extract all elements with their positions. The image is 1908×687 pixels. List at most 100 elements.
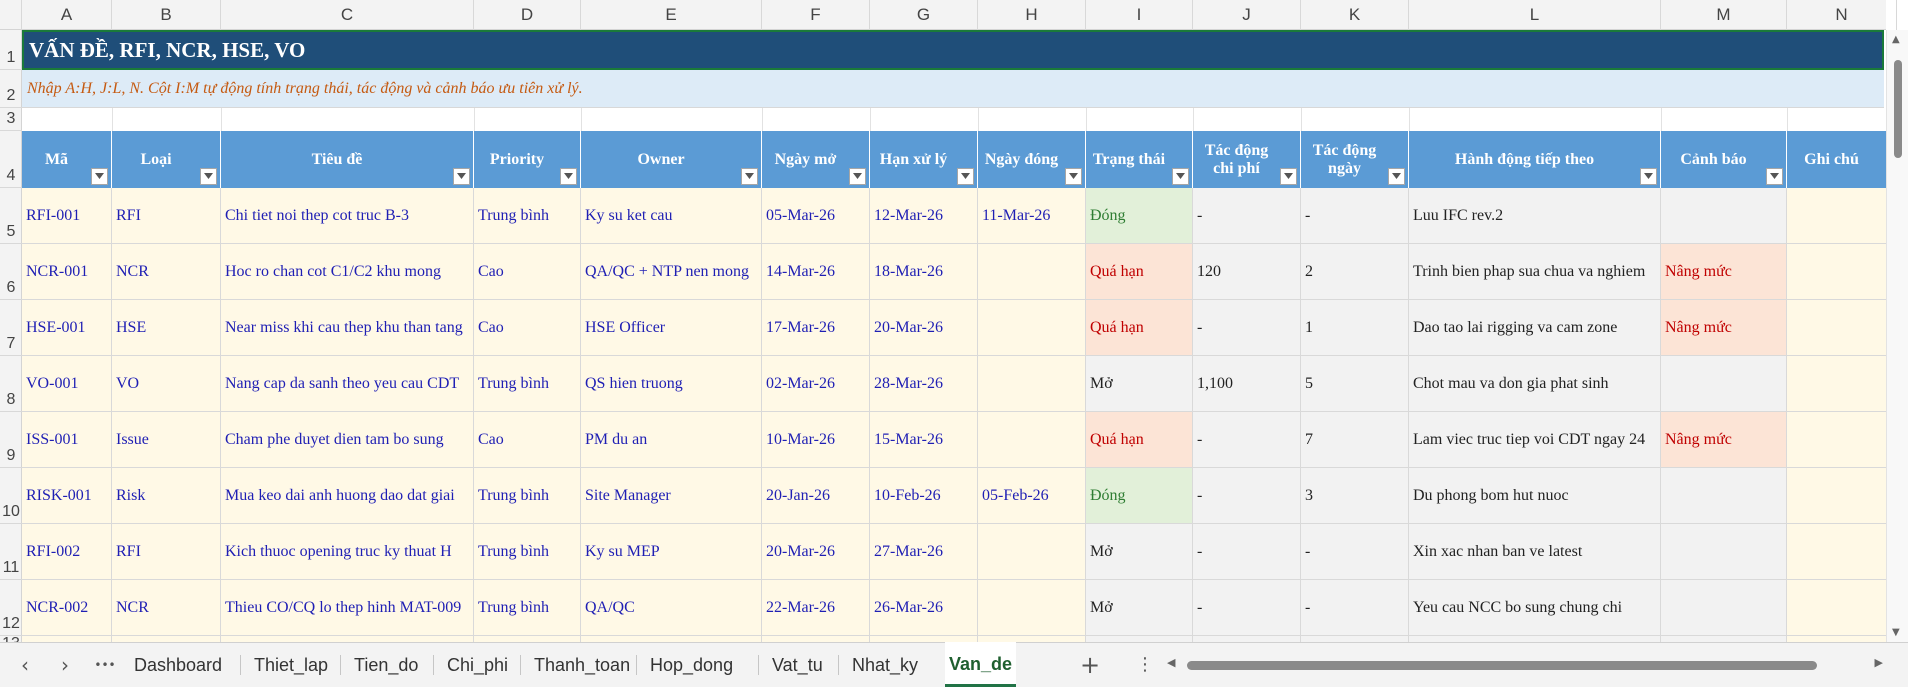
cell-mo[interactable]: 10-Mar-26 — [762, 412, 870, 468]
cell-han[interactable]: 15-Mar-26 — [870, 412, 978, 468]
cell-ma[interactable]: VO-001 — [22, 356, 112, 412]
add-sheet-icon[interactable]: + — [1079, 651, 1101, 679]
cell[interactable] — [221, 636, 474, 642]
row-header[interactable]: 8 — [0, 356, 22, 412]
cell[interactable] — [1086, 636, 1193, 642]
cell-ghichu[interactable] — [1787, 468, 1897, 524]
cell-hanhdong[interactable]: Chot mau va don gia phat sinh — [1409, 356, 1661, 412]
cell-chiphi[interactable]: 120 — [1193, 244, 1301, 300]
sheet-tab[interactable]: Thiet_lap — [254, 655, 329, 675]
row-header[interactable]: 12 — [0, 580, 22, 636]
cell[interactable] — [870, 636, 978, 642]
cell-hanhdong[interactable]: Dao tao lai rigging va cam zone — [1409, 300, 1661, 356]
filter-dropdown-icon[interactable] — [1766, 168, 1783, 185]
column-header[interactable]: F — [762, 0, 870, 30]
cell-han[interactable]: 27-Mar-26 — [870, 524, 978, 580]
cell-tieude[interactable]: Kich thuoc opening truc ky thuat H — [221, 524, 474, 580]
filter-dropdown-icon[interactable] — [1388, 168, 1405, 185]
cell-chiphi[interactable]: - — [1193, 300, 1301, 356]
cell-canhbao[interactable] — [1661, 524, 1787, 580]
cell-ma[interactable]: ISS-001 — [22, 412, 112, 468]
sheet-subtitle[interactable]: Nhập A:H, J:L, N. Cột I:M tự động tính t… — [22, 70, 1884, 108]
row-header[interactable]: 1 — [0, 30, 22, 70]
cell-mo[interactable]: 20-Mar-26 — [762, 524, 870, 580]
cell-tieude[interactable]: Near miss khi cau thep khu than tang — [221, 300, 474, 356]
cell-priority[interactable]: Trung bình — [474, 356, 581, 412]
column-header[interactable]: D — [474, 0, 581, 30]
sheet-tab[interactable]: Dashboard — [134, 655, 223, 675]
header-cell[interactable]: Loại — [112, 131, 221, 188]
cell[interactable] — [112, 636, 221, 642]
header-cell[interactable]: Owner — [581, 131, 762, 188]
cell-hanhdong[interactable]: Luu IFC rev.2 — [1409, 188, 1661, 244]
cell-han[interactable]: 10-Feb-26 — [870, 468, 978, 524]
cell-loai[interactable]: NCR — [112, 244, 221, 300]
cell-tieude[interactable]: Cham phe duyet dien tam bo sung — [221, 412, 474, 468]
cell-hanhdong[interactable]: Xin xac nhan ban ve latest — [1409, 524, 1661, 580]
horizontal-scroll-thumb[interactable] — [1187, 661, 1817, 670]
cell-ghichu[interactable] — [1787, 244, 1897, 300]
cell-priority[interactable]: Cao — [474, 244, 581, 300]
cell-chiphi[interactable]: - — [1193, 580, 1301, 636]
header-cell[interactable]: Hành động tiếp theo — [1409, 131, 1661, 188]
cell-trangthai[interactable]: Quá hạn — [1086, 412, 1193, 468]
cell-owner[interactable]: QA/QC — [581, 580, 762, 636]
header-cell[interactable]: Mã — [22, 131, 112, 188]
cell-dong[interactable] — [978, 580, 1086, 636]
header-cell[interactable]: Priority — [474, 131, 581, 188]
cell-dong[interactable] — [978, 300, 1086, 356]
header-cell[interactable]: Cảnh báo — [1661, 131, 1787, 188]
cell-hanhdong[interactable]: Trinh bien phap sua chua va nghiem — [1409, 244, 1661, 300]
cell-loai[interactable]: RFI — [112, 188, 221, 244]
row-header[interactable]: 13 — [0, 635, 22, 642]
cell-priority[interactable]: Cao — [474, 412, 581, 468]
cell-trangthai[interactable]: Mở — [1086, 524, 1193, 580]
prev-sheet-icon[interactable]: ‹ — [21, 653, 29, 677]
cell[interactable] — [22, 636, 112, 642]
cell-loai[interactable]: HSE — [112, 300, 221, 356]
column-header[interactable]: E — [581, 0, 762, 30]
filter-dropdown-icon[interactable] — [91, 168, 108, 185]
cell-ghichu[interactable] — [1787, 524, 1897, 580]
row-header[interactable]: 11 — [0, 524, 22, 580]
sheet-tab[interactable]: Van_de — [945, 642, 1017, 687]
vertical-scrollbar[interactable]: ▲ ▼ — [1886, 30, 1908, 642]
cell-ngay[interactable]: - — [1301, 188, 1409, 244]
cell-owner[interactable]: PM du an — [581, 412, 762, 468]
cell-ghichu[interactable] — [1787, 300, 1897, 356]
cell-tieude[interactable]: Hoc ro chan cot C1/C2 khu mong — [221, 244, 474, 300]
cell-hanhdong[interactable]: Lam viec truc tiep voi CDT ngay 24 — [1409, 412, 1661, 468]
cell-dong[interactable] — [978, 524, 1086, 580]
vertical-scroll-thumb[interactable] — [1894, 60, 1902, 158]
cell[interactable] — [1409, 636, 1661, 642]
cell[interactable] — [474, 636, 581, 642]
cell-owner[interactable]: QA/QC + NTP nen mong — [581, 244, 762, 300]
cell-trangthai[interactable]: Mở — [1086, 580, 1193, 636]
cell-hanhdong[interactable]: Du phong bom hut nuoc — [1409, 468, 1661, 524]
filter-dropdown-icon[interactable] — [957, 168, 974, 185]
row-header[interactable]: 2 — [0, 70, 22, 108]
cell-trangthai[interactable]: Đóng — [1086, 468, 1193, 524]
cell-loai[interactable]: VO — [112, 356, 221, 412]
column-header[interactable]: A — [22, 0, 112, 30]
cell-ghichu[interactable] — [1787, 356, 1897, 412]
cell-ngay[interactable]: 1 — [1301, 300, 1409, 356]
cell-loai[interactable]: Issue — [112, 412, 221, 468]
cell-hanhdong[interactable]: Yeu cau NCC bo sung chung chi — [1409, 580, 1661, 636]
cell-ma[interactable]: RFI-001 — [22, 188, 112, 244]
cell-mo[interactable]: 05-Mar-26 — [762, 188, 870, 244]
row-header[interactable]: 4 — [0, 131, 22, 188]
cell-canhbao[interactable] — [1661, 356, 1787, 412]
sheet-tab[interactable]: Nhat_ky — [852, 655, 919, 675]
select-all-corner[interactable] — [0, 0, 22, 30]
cell-han[interactable]: 26-Mar-26 — [870, 580, 978, 636]
cell-ngay[interactable]: 5 — [1301, 356, 1409, 412]
cell-han[interactable]: 20-Mar-26 — [870, 300, 978, 356]
column-header[interactable]: L — [1409, 0, 1661, 30]
header-cell[interactable]: Tiêu đề — [221, 131, 474, 188]
cell-ghichu[interactable] — [1787, 580, 1897, 636]
cell-han[interactable]: 12-Mar-26 — [870, 188, 978, 244]
cell-chiphi[interactable]: - — [1193, 412, 1301, 468]
cell-tieude[interactable]: Thieu CO/CQ lo thep hinh MAT-009 — [221, 580, 474, 636]
